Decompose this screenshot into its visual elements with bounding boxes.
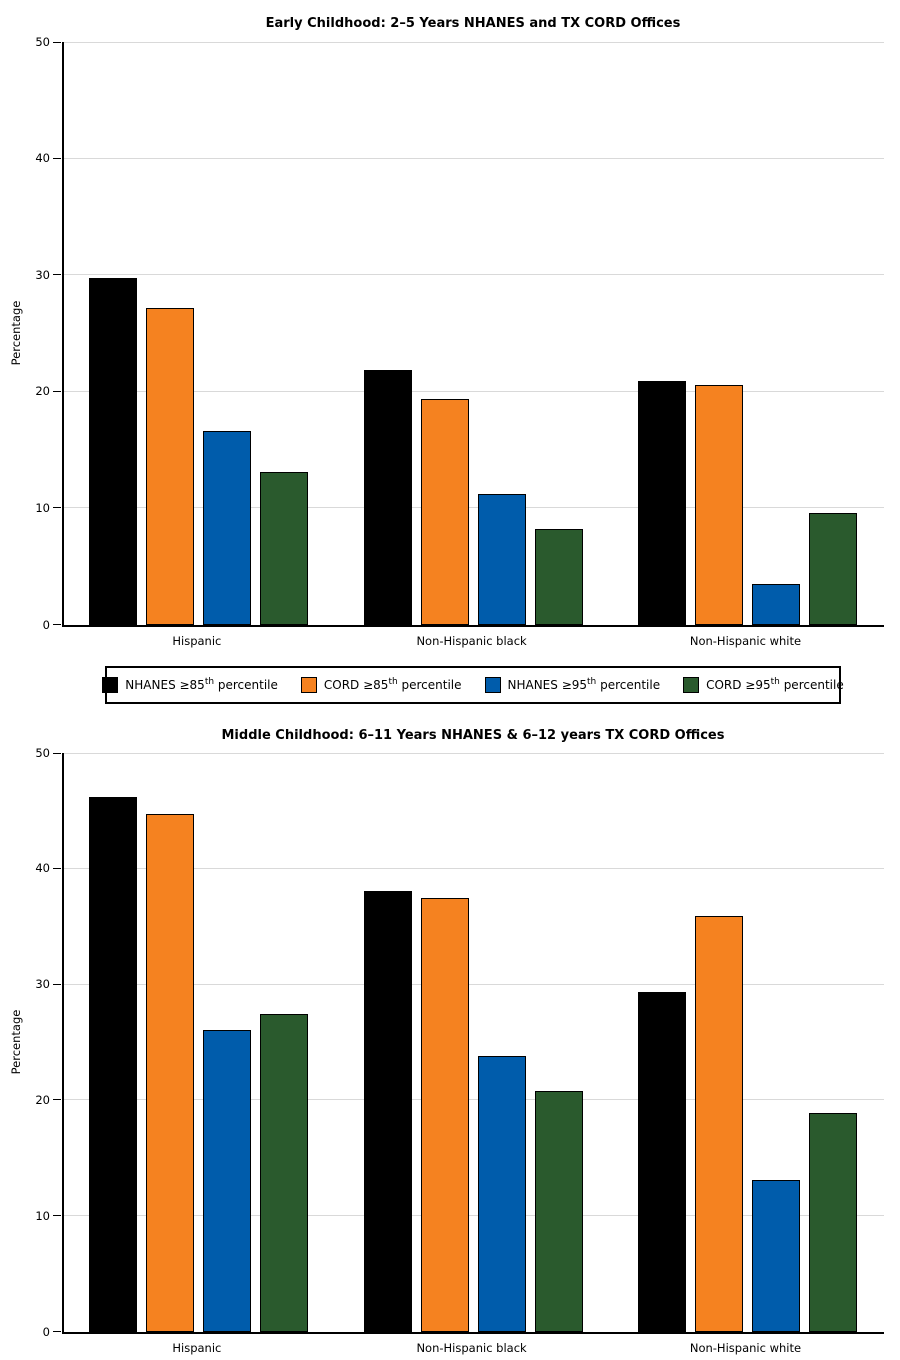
y-tick-mark: [53, 1331, 61, 1332]
early-childhood-chart: Early Childhood: 2–5 Years NHANES and TX…: [0, 0, 900, 660]
gridline: [64, 753, 884, 754]
legend-item: CORD ≥85th percentile: [300, 677, 462, 693]
x-category-label: Non-Hispanic black: [416, 634, 527, 648]
y-tick-label: 30: [35, 267, 50, 282]
gridline: [64, 1215, 884, 1217]
legend-item: NHANES ≥95th percentile: [484, 677, 661, 693]
legend-item: CORD ≥95th percentile: [683, 677, 844, 693]
legend-swatch: [102, 677, 119, 693]
bar: [146, 307, 195, 625]
bar: [694, 384, 743, 625]
gridline: [64, 42, 884, 43]
bar: [260, 1013, 309, 1332]
bar: [535, 1091, 584, 1332]
bar: [364, 369, 413, 625]
legend-label: NHANES ≥85th percentile: [125, 677, 278, 692]
bar: [421, 398, 470, 625]
bar: [637, 381, 686, 625]
legend-item: NHANES ≥85th percentile: [102, 677, 278, 693]
bar: [89, 277, 138, 625]
y-axis-label: Percentage: [9, 1009, 23, 1075]
bar: [808, 513, 857, 625]
legend-swatch: [484, 677, 501, 693]
plot-area: 0 10 20 30 40 50: [35, 36, 884, 630]
bar: [146, 814, 195, 1332]
gridline: [64, 157, 884, 159]
bar: [637, 991, 686, 1332]
bar: [89, 797, 138, 1332]
legend-swatch: [683, 677, 700, 693]
bar: [535, 529, 584, 625]
y-tick-label: 20: [35, 1092, 50, 1107]
bar: [203, 431, 252, 625]
y-tick-label: 40: [35, 150, 50, 165]
y-tick-mark: [53, 42, 61, 43]
y-tick-mark: [53, 983, 61, 985]
bar: [751, 1180, 800, 1332]
bar: [260, 472, 309, 625]
bar: [478, 1056, 527, 1332]
y-tick-label: 50: [35, 745, 50, 760]
y-tick-label: 0: [42, 617, 50, 632]
gridline: [64, 1099, 884, 1101]
plot-area: 0 10 20 30 40 50: [35, 747, 884, 1337]
chart-title: Early Childhood: 2–5 Years NHANES and TX…: [265, 16, 681, 31]
legend-label: CORD ≥85th percentile: [323, 677, 462, 692]
y-tick-mark: [53, 753, 61, 754]
gridline: [64, 274, 884, 276]
x-category-label: Non-Hispanic black: [416, 1341, 527, 1355]
gridline: [64, 983, 884, 985]
y-tick-mark: [53, 507, 61, 509]
y-tick-mark: [53, 1099, 61, 1101]
y-tick-label: 10: [35, 1208, 50, 1223]
y-tick-mark: [53, 390, 61, 392]
middle-childhood-chart: Middle Childhood: 6–11 Years NHANES & 6–…: [0, 715, 900, 1360]
gridline: [64, 390, 884, 392]
legend-label: NHANES ≥95th percentile: [507, 677, 661, 692]
y-axis-label: Percentage: [9, 300, 23, 366]
bar: [203, 1029, 252, 1332]
x-category-label: Non-Hispanic white: [689, 1341, 802, 1355]
y-tick-label: 0: [42, 1324, 50, 1339]
y-tick-mark: [53, 1215, 61, 1217]
y-tick-label: 30: [35, 976, 50, 991]
legend-label: CORD ≥95th percentile: [706, 677, 844, 692]
y-tick-label: 40: [35, 861, 50, 876]
bar: [694, 916, 743, 1332]
legend-swatch: [300, 677, 317, 693]
y-tick-label: 50: [35, 34, 50, 49]
y-tick-mark: [53, 867, 61, 869]
chart-legend: NHANES ≥85th percentile CORD ≥85th percen…: [102, 666, 844, 704]
x-category-label: Hispanic: [172, 634, 222, 648]
bar: [364, 890, 413, 1332]
y-tick-mark: [53, 157, 61, 159]
gridline: [64, 867, 884, 869]
bar: [751, 584, 800, 625]
bar: [808, 1113, 857, 1332]
y-tick-label: 10: [35, 500, 50, 515]
bar: [478, 494, 527, 625]
gridline: [64, 507, 884, 509]
bar: [421, 897, 470, 1332]
y-tick-mark: [53, 624, 61, 625]
chart-title: Middle Childhood: 6–11 Years NHANES & 6–…: [221, 728, 725, 743]
y-tick-mark: [53, 274, 61, 276]
x-category-label: Non-Hispanic white: [689, 634, 802, 648]
y-tick-label: 20: [35, 384, 50, 399]
x-category-label: Hispanic: [172, 1341, 222, 1355]
